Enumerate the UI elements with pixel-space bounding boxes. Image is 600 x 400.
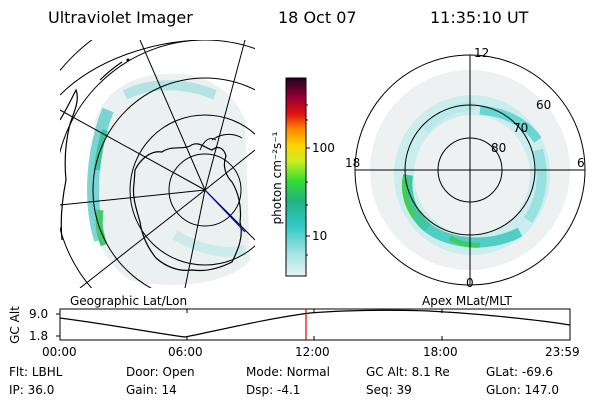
- mlat-label-70: 70: [513, 121, 529, 135]
- mlt-label-0: 0: [466, 276, 474, 290]
- timeline-xtick-2359: 23:59: [545, 345, 580, 359]
- geographic-map: [60, 40, 255, 288]
- observation-date: 18 Oct 07: [278, 8, 357, 27]
- colorbar-tick-10: 10: [312, 229, 328, 243]
- info-dsp: Dsp: -4.1: [246, 383, 301, 397]
- altitude-curve: [59, 309, 571, 338]
- colorbar-unit-label: photon cm⁻²s⁻¹: [270, 131, 284, 225]
- mlt-label-12: 12: [474, 46, 490, 60]
- info-glon: GLon: 147.0: [486, 383, 559, 397]
- info-door: Door: Open: [126, 365, 195, 379]
- info-seq: Seq: 39: [366, 383, 412, 397]
- mlt-label-6: 6: [577, 156, 585, 170]
- info-glat: GLat: -69.6: [486, 365, 553, 379]
- mlat-label-60: 60: [536, 98, 552, 112]
- right-panel-caption: Apex MLat/MLT: [422, 294, 512, 308]
- info-gain: Gain: 14: [126, 383, 177, 397]
- timeline-axis-label: GC Alt: [8, 306, 22, 344]
- timeline-ytick-low: 1.8: [29, 329, 49, 343]
- left-panel-caption: Geographic Lat/Lon: [70, 294, 188, 308]
- info-ip: IP: 36.0: [9, 383, 55, 397]
- info-mode: Mode: Normal: [246, 365, 330, 379]
- info-gc-alt: GC Alt: 8.1 Re: [366, 365, 450, 379]
- altitude-timeline: [56, 308, 571, 341]
- mlat-mlt-polar-plot: [354, 54, 586, 286]
- timeline-xtick-1800: 18:00: [423, 345, 458, 359]
- colorbar-tick-100: 100: [312, 141, 335, 155]
- timeline-xtick-1200: 12:00: [295, 345, 330, 359]
- timeline-ytick-high: 9.0: [29, 307, 49, 321]
- timeline-xtick-0600: 06:00: [168, 345, 203, 359]
- mlt-label-18: 18: [345, 156, 361, 170]
- timeline-xtick-0000: 00:00: [42, 345, 77, 359]
- observation-time: 11:35:10 UT: [430, 8, 529, 27]
- mlat-label-80: 80: [491, 141, 507, 155]
- color-scale-bar: [285, 77, 307, 277]
- instrument-title: Ultraviolet Imager: [48, 8, 193, 27]
- info-flt: Flt: LBHL: [9, 365, 63, 379]
